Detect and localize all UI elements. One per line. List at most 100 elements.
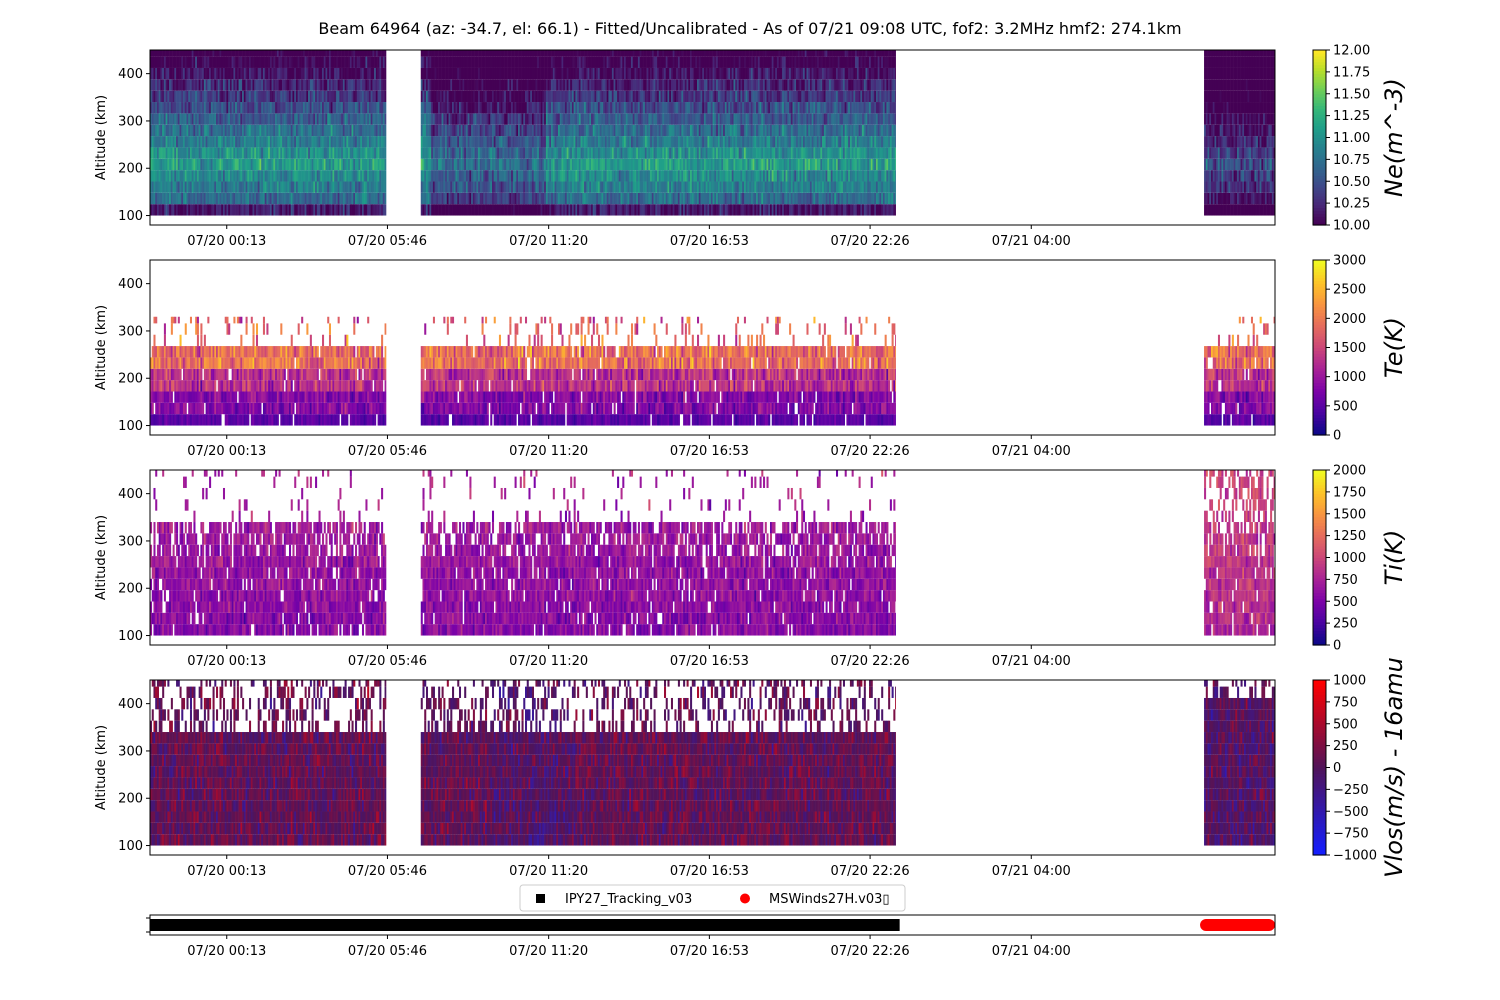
heatmap-cell	[491, 170, 495, 182]
heatmap-cell	[235, 50, 238, 57]
heatmap-cell	[151, 56, 154, 68]
heatmap-cell	[584, 147, 587, 159]
heatmap-cell	[544, 124, 547, 137]
heatmap-cell	[505, 102, 508, 114]
heatmap-cell	[756, 204, 759, 216]
heatmap-cell	[709, 158, 712, 171]
heatmap-cell	[570, 158, 573, 171]
heatmap-cell	[247, 158, 250, 171]
heatmap-cell	[745, 158, 748, 171]
heatmap-cell	[620, 192, 623, 205]
heatmap-cell	[271, 102, 274, 114]
heatmap-cell	[259, 147, 262, 159]
heatmap-cell	[481, 192, 484, 205]
heatmap-cell	[229, 204, 232, 216]
heatmap-cell	[356, 124, 359, 137]
heatmap-cell	[214, 113, 217, 125]
heatmap-cell	[212, 90, 215, 103]
heatmap-cell	[526, 102, 529, 114]
heatmap-cell	[457, 124, 460, 137]
heatmap-cell	[436, 67, 439, 80]
heatmap-cell	[500, 102, 503, 114]
heatmap-cell	[247, 56, 250, 68]
heatmap-cell	[568, 192, 571, 205]
heatmap-cell	[328, 147, 331, 159]
heatmap-cell	[292, 147, 295, 159]
heatmap-cell	[603, 67, 606, 80]
heatmap-cell	[294, 147, 297, 159]
heatmap-cell	[443, 79, 446, 91]
heatmap-cell	[757, 90, 760, 103]
heatmap-cell	[615, 113, 618, 125]
heatmap-cell	[551, 136, 554, 148]
heatmap-cell	[160, 147, 163, 159]
heatmap-cell	[479, 124, 482, 137]
heatmap-cell	[611, 136, 614, 148]
heatmap-cell	[525, 204, 528, 216]
heatmap-cell	[653, 102, 656, 114]
heatmap-cell	[650, 50, 653, 57]
heatmap-cell	[693, 147, 696, 159]
heatmap-cell	[320, 79, 323, 91]
heatmap-cell	[299, 192, 302, 205]
heatmap-cell	[214, 90, 217, 103]
heatmap-cell	[304, 181, 307, 193]
heatmap-cell	[434, 170, 437, 182]
heatmap-cell	[723, 147, 726, 159]
heatmap-cell	[733, 136, 736, 148]
heatmap-cell	[528, 170, 531, 182]
heatmap-cell	[491, 50, 495, 57]
heatmap-cell	[512, 113, 515, 125]
heatmap-cell	[702, 158, 705, 171]
heatmap-cell	[346, 50, 349, 57]
heatmap-cell	[247, 79, 250, 91]
heatmap-cell	[497, 102, 500, 114]
heatmap-cell	[512, 204, 515, 216]
heatmap-cell	[285, 79, 288, 91]
heatmap-cell	[648, 170, 651, 182]
heatmap-cell	[509, 181, 512, 193]
heatmap-cell	[455, 113, 458, 125]
heatmap-cell	[630, 170, 634, 182]
heatmap-cell	[558, 50, 561, 57]
heatmap-cell	[464, 136, 467, 148]
heatmap-cell	[355, 181, 358, 193]
heatmap-cell	[379, 79, 382, 91]
heatmap-cell	[363, 147, 366, 159]
heatmap-cell	[322, 158, 325, 171]
heatmap-cell	[493, 124, 496, 137]
heatmap-cell	[591, 204, 594, 216]
heatmap-cell	[551, 79, 554, 91]
heatmap-cell	[683, 136, 686, 148]
heatmap-cell	[514, 147, 517, 159]
heatmap-cell	[485, 79, 488, 91]
heatmap-cell	[594, 136, 597, 148]
heatmap-cell	[672, 181, 675, 193]
heatmap-cell	[594, 79, 597, 91]
heatmap-cell	[374, 192, 377, 205]
heatmap-cell	[630, 158, 634, 171]
heatmap-cell	[370, 192, 373, 205]
heatmap-cell	[467, 50, 470, 57]
heatmap-cell	[355, 67, 358, 80]
heatmap-cell	[486, 204, 489, 216]
heatmap-cell	[217, 204, 220, 216]
heatmap-cell	[709, 136, 712, 148]
heatmap-cell	[160, 67, 163, 80]
heatmap-cell	[750, 124, 753, 137]
heatmap-cell	[528, 79, 531, 91]
heatmap-cell	[684, 136, 687, 148]
heatmap-cell	[570, 90, 573, 103]
heatmap-cell	[571, 136, 574, 148]
heatmap-cell	[559, 102, 562, 114]
heatmap-cell	[367, 102, 370, 114]
heatmap-cell	[169, 90, 172, 103]
heatmap-cell	[521, 56, 524, 68]
heatmap-cell	[349, 181, 352, 193]
heatmap-cell	[233, 158, 236, 171]
heatmap-cell	[322, 170, 325, 182]
heatmap-cell	[209, 56, 212, 68]
heatmap-cell	[297, 181, 300, 193]
heatmap-cell	[235, 147, 238, 159]
heatmap-cell	[500, 79, 503, 91]
